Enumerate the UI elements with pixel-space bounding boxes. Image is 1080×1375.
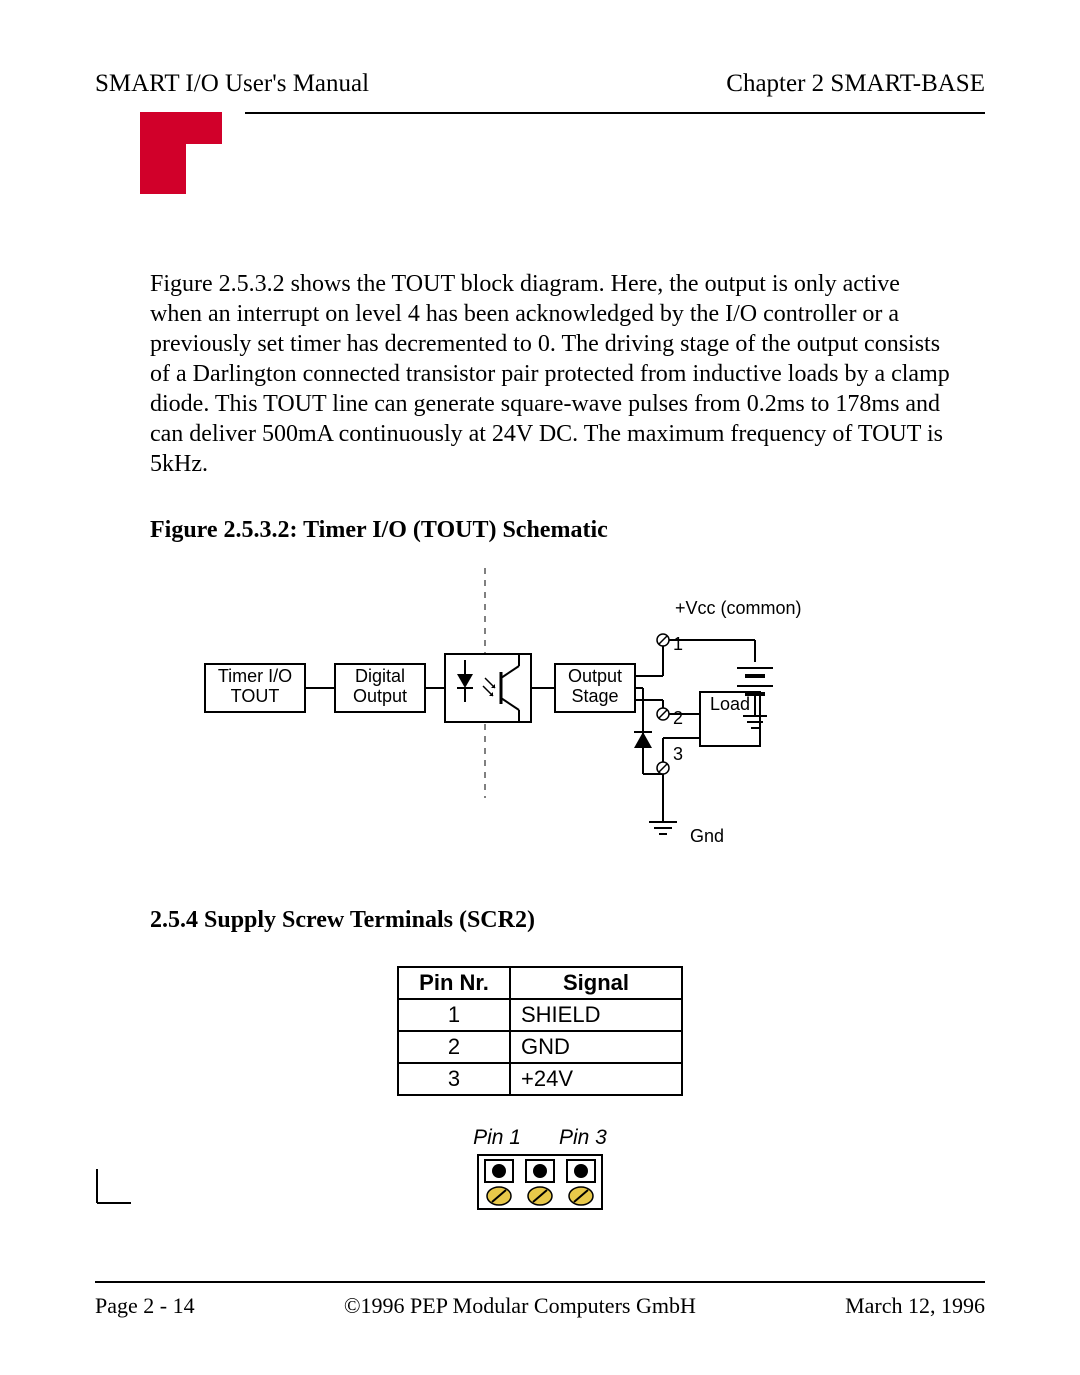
svg-text:1: 1 (673, 634, 683, 654)
pin-table: Pin Nr.Signal1SHIELD2GND3+24V (397, 966, 683, 1096)
svg-text:Output: Output (568, 666, 622, 686)
svg-text:+Vcc (common): +Vcc (common) (675, 598, 802, 618)
svg-text:Digital: Digital (355, 666, 405, 686)
footer-rule (95, 1281, 985, 1283)
header-rule (245, 112, 985, 114)
terminal-diagram: Pin 1 Pin 3 (95, 1126, 985, 1215)
svg-text:Load: Load (710, 694, 750, 714)
footer-copyright: ©1996 PEP Modular Computers GmbH (344, 1293, 696, 1319)
svg-text:Timer I/O: Timer I/O (218, 666, 292, 686)
svg-text:Gnd: Gnd (690, 826, 724, 846)
pin-label-left: Pin 1 (473, 1126, 521, 1150)
svg-text:3: 3 (673, 744, 683, 764)
header-right: Chapter 2 SMART-BASE (726, 70, 985, 98)
body-paragraph: Figure 2.5.3.2 shows the TOUT block diag… (150, 269, 950, 479)
figure-title: Figure 2.5.3.2: Timer I/O (TOUT) Schemat… (150, 517, 985, 544)
svg-text:Output: Output (353, 686, 407, 706)
terminal-block-icon (477, 1154, 603, 1210)
header-left: SMART I/O User's Manual (95, 70, 369, 98)
section-title: 2.5.4 Supply Screw Terminals (SCR2) (150, 907, 985, 934)
svg-text:2: 2 (673, 708, 683, 728)
footer-date: March 12, 1996 (845, 1293, 985, 1319)
pin-label-right: Pin 3 (559, 1126, 607, 1150)
svg-text:Stage: Stage (571, 686, 618, 706)
footer-page: Page 2 - 14 (95, 1293, 195, 1319)
crop-mark-icon (95, 1169, 131, 1205)
schematic-diagram: Timer I/OTOUTDigitalOutputOutputStageLoa… (195, 564, 835, 874)
logo-icon (140, 112, 222, 194)
svg-text:TOUT: TOUT (231, 686, 280, 706)
